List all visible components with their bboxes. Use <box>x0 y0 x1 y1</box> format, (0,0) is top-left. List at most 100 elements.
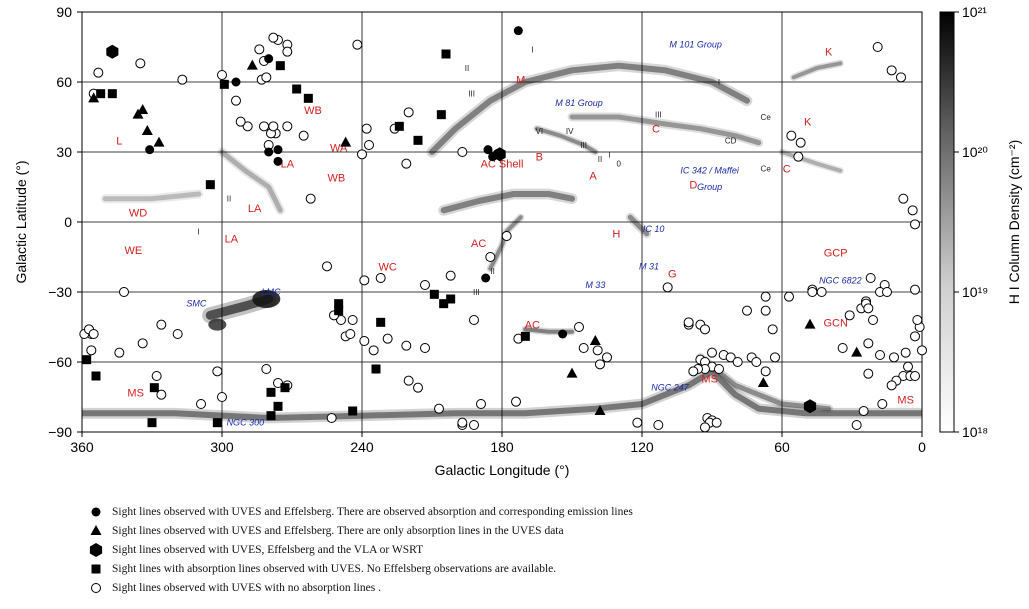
x-tick-label: 240 <box>350 439 374 455</box>
object-label: IC 342 / Maffei <box>680 166 740 176</box>
sightline-filled-square <box>303 93 313 103</box>
sightline-open-circle <box>352 39 363 50</box>
sightline-open-circle <box>501 231 512 241</box>
sightline-open-circle <box>910 371 920 381</box>
sightline-open-circle <box>868 315 878 325</box>
sightline-open-circle <box>345 329 356 339</box>
sightline-open-circle <box>476 399 486 409</box>
sightline-open-circle <box>457 417 468 428</box>
y-tick-label: −30 <box>48 284 72 300</box>
region-label: AC <box>525 320 540 332</box>
region-label: L <box>116 135 122 147</box>
sub-region-label: I <box>501 227 503 236</box>
sub-region-label: II <box>598 155 602 164</box>
sightline-open-circle <box>268 32 279 43</box>
sightline-open-circle <box>875 350 885 360</box>
sightline-open-circle <box>602 352 612 363</box>
sightline-open-circle <box>784 291 794 302</box>
sightline-filled-square <box>147 418 157 428</box>
sightline-open-circle <box>135 58 146 69</box>
legend-text: Sight lines observed with UVES and Effel… <box>112 505 633 518</box>
sightline-open-circle <box>235 116 246 127</box>
legend-symbol <box>91 582 101 593</box>
sub-region-label: I <box>608 150 610 159</box>
sightline-open-circle <box>889 352 899 363</box>
sightline-open-circle <box>900 347 911 358</box>
legend-symbol <box>91 564 101 573</box>
sightline-filled-square <box>266 387 276 397</box>
sightline-open-circle <box>196 399 206 409</box>
sightline-open-circle <box>865 273 876 283</box>
region-label: LA <box>225 233 239 245</box>
region-label: WC <box>379 261 397 273</box>
sightline-filled-triangle <box>137 104 149 114</box>
sightline-filled-hexagon <box>493 147 506 162</box>
object-label: M 101 Group <box>669 40 722 50</box>
sub-region-label: Ce <box>761 164 772 173</box>
sightline-open-circle <box>882 287 892 297</box>
sightline-filled-square <box>441 49 451 59</box>
sightline-open-circle <box>86 345 97 356</box>
sightline-open-circle <box>305 193 316 204</box>
region-label: C <box>783 163 791 175</box>
region-label: GCP <box>824 247 848 259</box>
object-label: LMC <box>261 287 281 297</box>
sightline-open-circle <box>217 392 227 402</box>
sightline-open-circle <box>359 336 370 346</box>
legend-marker-open-circle <box>91 582 101 593</box>
sightline-open-circle <box>683 317 694 328</box>
sightline-open-circle <box>401 158 412 169</box>
sightline-filled-triangle <box>594 405 606 415</box>
sightline-open-circle <box>212 366 223 377</box>
sightline-filled-circle <box>145 145 155 155</box>
sightline-filled-square <box>429 289 439 299</box>
sightline-open-circle <box>364 140 374 150</box>
region-label: M <box>516 75 525 87</box>
sightline-open-circle <box>872 42 883 52</box>
sightline-open-circle <box>863 338 874 349</box>
region-label: K <box>804 117 812 129</box>
sightline-open-circle <box>119 287 129 297</box>
sightline-filled-square <box>266 411 276 421</box>
sightline-markers <box>79 26 927 433</box>
object-label: M 33 <box>585 280 605 290</box>
object-label: NGC 247 <box>651 383 690 393</box>
sightline-open-circle <box>725 352 736 363</box>
sightline-open-circle <box>254 44 265 55</box>
sightline-filled-triangle <box>153 136 165 147</box>
region-label: H <box>612 229 620 241</box>
region-label: LA <box>281 159 295 171</box>
sightline-open-circle <box>688 366 699 377</box>
region-label: A <box>589 170 597 182</box>
emission-halo-WD <box>100 189 204 204</box>
sightline-open-circle <box>910 219 920 230</box>
sightline-open-circle <box>917 345 927 356</box>
emission-band-AC-shell <box>440 191 575 214</box>
sightline-open-circle <box>574 322 584 332</box>
sub-region-label: 0 <box>616 160 621 169</box>
emission-band-WD <box>102 191 202 202</box>
sightline-open-circle <box>844 310 855 321</box>
colorbar-ticks: 10²¹ 10²⁰ 10¹⁹ 10¹⁸ <box>954 4 988 440</box>
y-tick-label: 60 <box>56 74 72 90</box>
sightline-open-circle <box>886 65 897 76</box>
emission-band-H-cloud <box>627 214 650 237</box>
sightline-open-circle <box>242 121 253 132</box>
emission-band-LA <box>219 149 283 213</box>
emission-halo-K <box>790 59 844 81</box>
sightline-filled-square <box>348 406 358 416</box>
sightline-open-circle <box>382 333 393 344</box>
sightline-open-circle <box>851 420 862 430</box>
sightline-open-circle <box>361 123 372 134</box>
sightline-open-circle <box>469 420 479 430</box>
region-label: MS <box>127 387 144 399</box>
sightline-open-circle <box>172 329 183 339</box>
legend-symbol <box>90 524 102 535</box>
x-tick-label: 180 <box>490 439 514 455</box>
sightline-open-circle <box>786 130 797 141</box>
legend-marker-filled-circle <box>91 507 101 516</box>
sightline-filled-square <box>446 294 456 304</box>
sightline-filled-square <box>82 355 92 365</box>
sightline-open-circle <box>662 282 673 293</box>
sub-region-label: III <box>580 141 587 150</box>
